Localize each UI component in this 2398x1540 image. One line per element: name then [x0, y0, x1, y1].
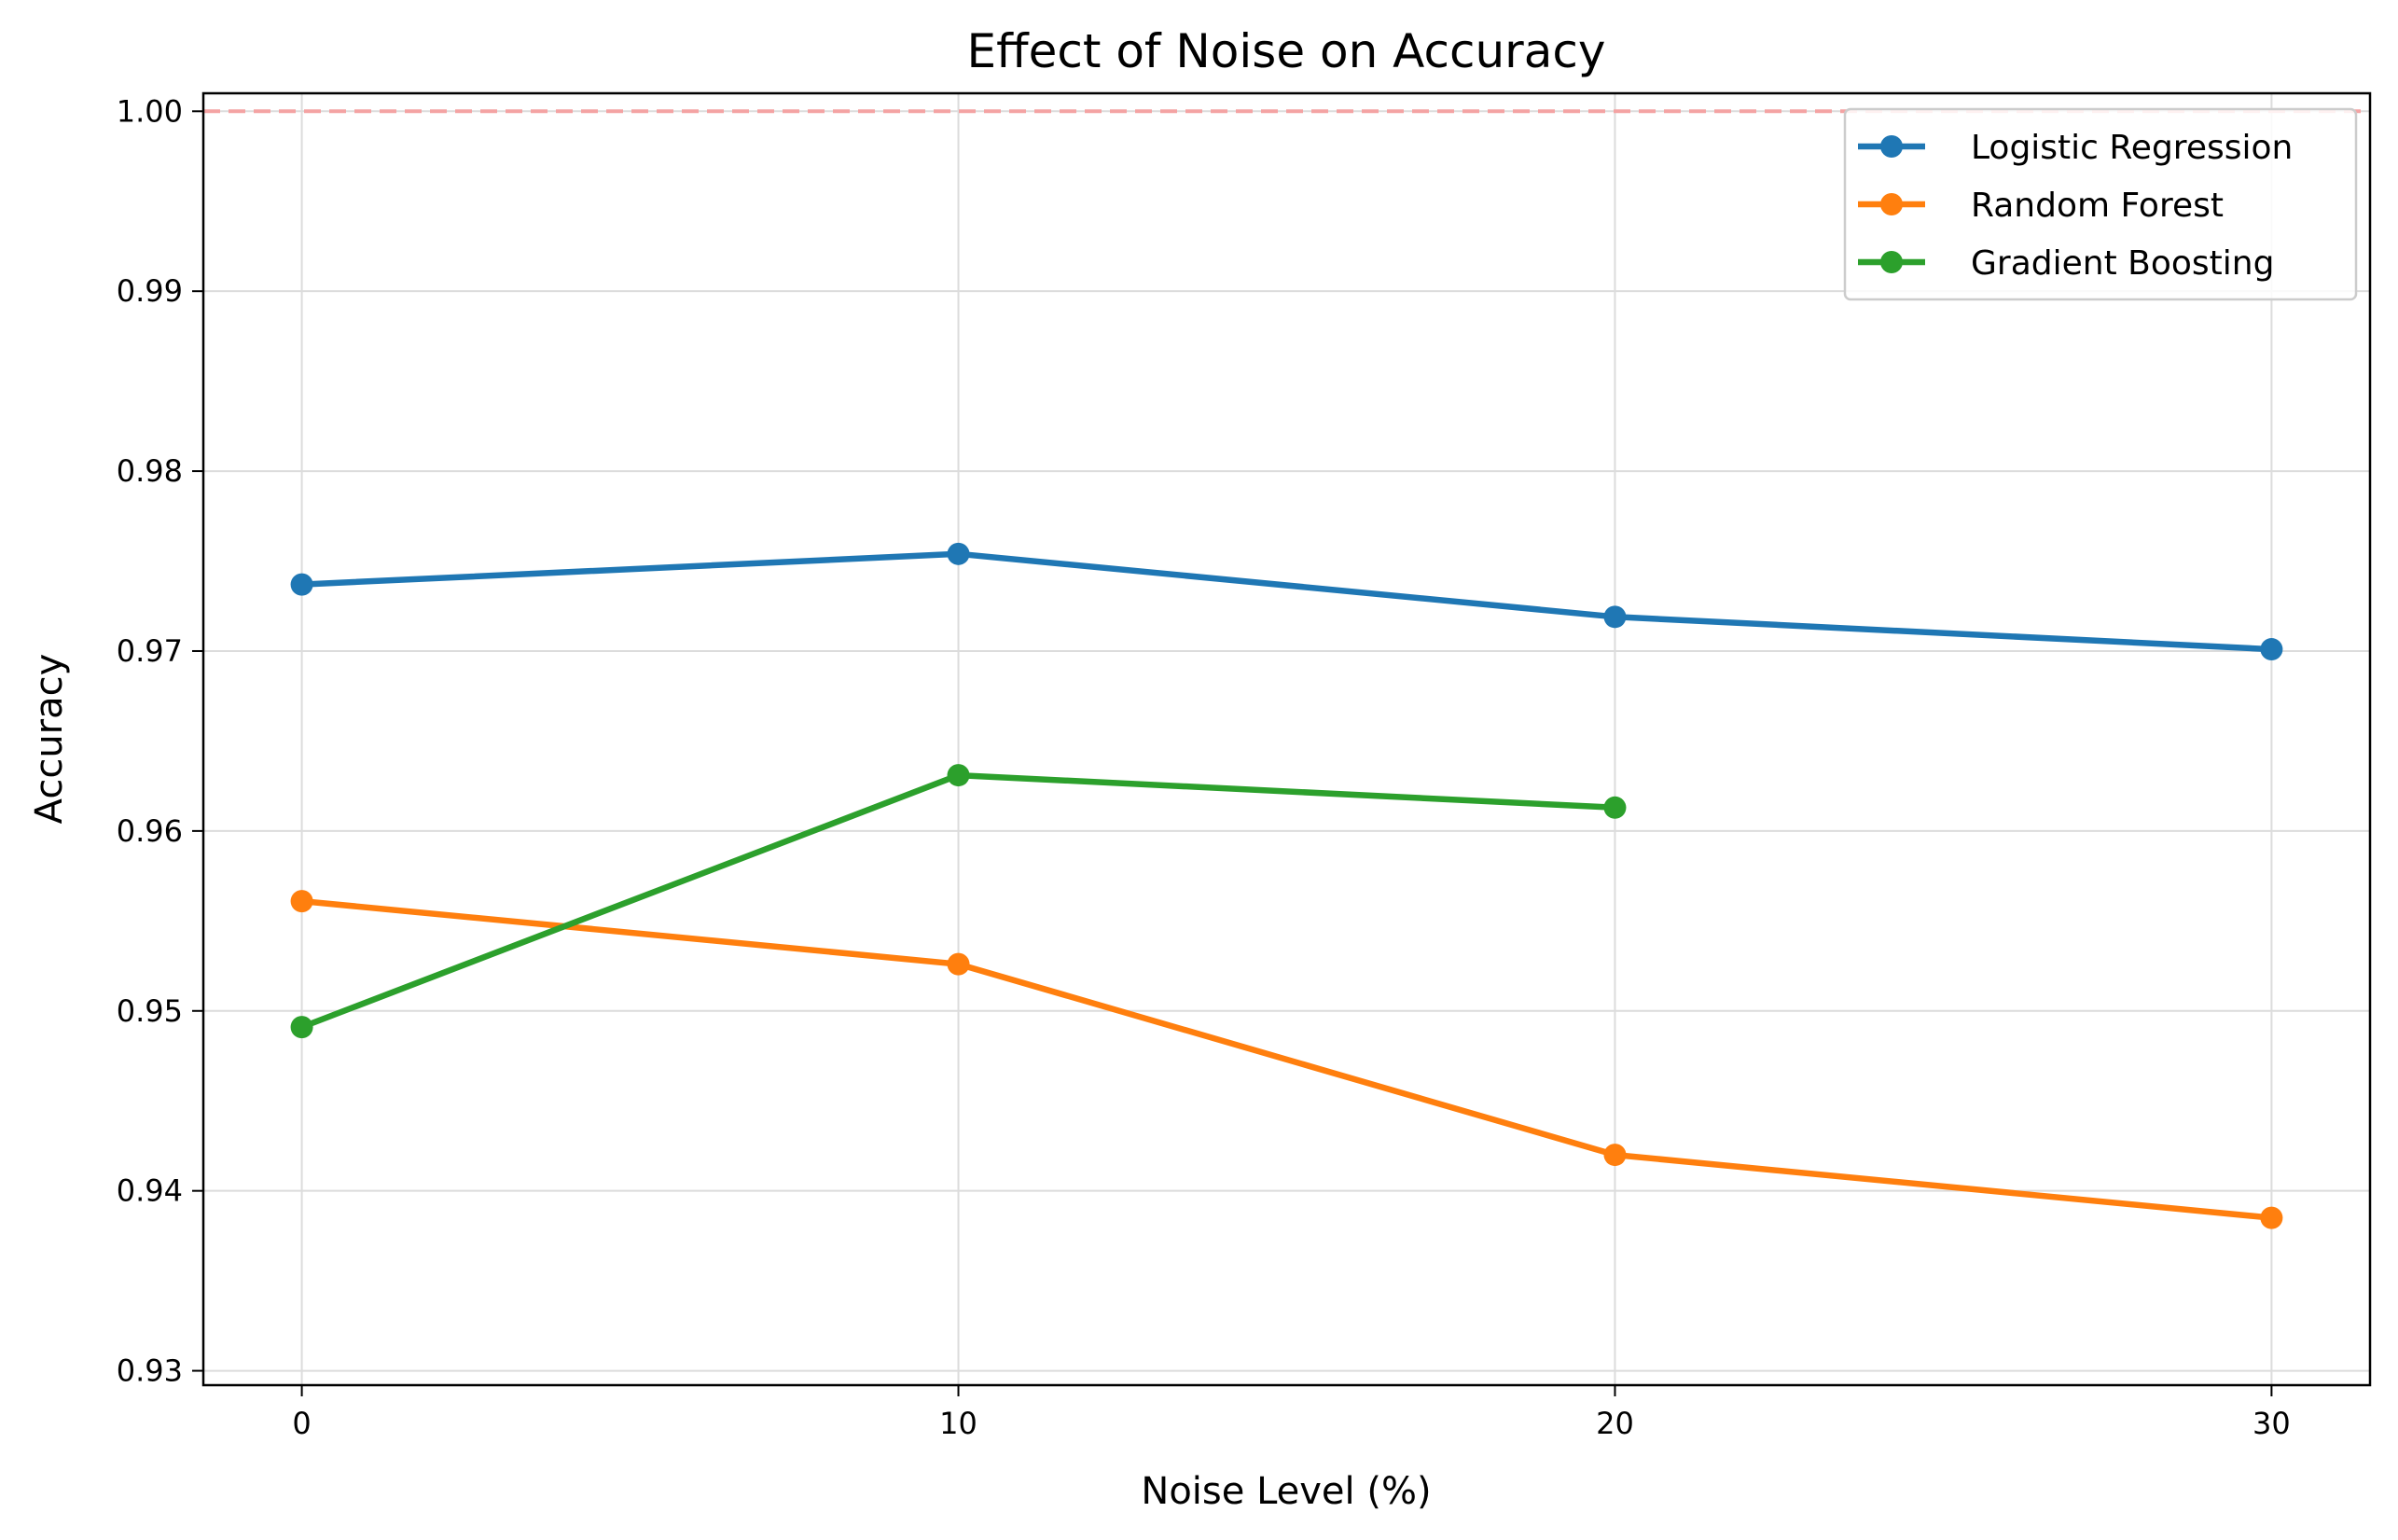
- data-point: [1603, 796, 1627, 819]
- plot-frame: [201, 91, 2372, 1387]
- y-tick-label: 0.99: [117, 273, 183, 309]
- data-point: [2260, 1206, 2283, 1229]
- data-point: [290, 890, 313, 913]
- y-tick-label: 0.96: [117, 813, 183, 849]
- legend-label: Gradient Boosting: [1971, 244, 2274, 283]
- x-tick-label: 10: [939, 1406, 977, 1441]
- data-point: [947, 764, 970, 787]
- legend-swatch-marker: [1880, 193, 1903, 215]
- data-point: [947, 952, 970, 976]
- data-point: [2260, 638, 2283, 661]
- legend-swatch-marker: [1880, 135, 1903, 158]
- y-tick-label: 0.95: [117, 993, 183, 1029]
- y-tick-label: 0.98: [117, 453, 183, 489]
- legend-label: Random Forest: [1971, 187, 2224, 225]
- x-tick-label: 30: [2252, 1406, 2291, 1441]
- series-line: [301, 550, 2272, 653]
- series-line: [301, 897, 2272, 1221]
- series-logistic-regression: [290, 542, 2283, 661]
- data-point: [1603, 605, 1627, 629]
- x-tick-label: 20: [1596, 1406, 1634, 1441]
- series-layer: [290, 542, 2283, 1229]
- y-axis-label: Accuracy: [28, 654, 71, 825]
- data-point: [947, 542, 970, 565]
- data-point: [290, 1016, 313, 1039]
- series-random-forest: [290, 890, 2283, 1229]
- y-tick-label: 0.94: [117, 1173, 183, 1209]
- series-gradient-boosting: [290, 764, 1627, 1039]
- legend-swatch-marker: [1880, 251, 1903, 273]
- axis-ticks: 0 10 20 30 0.93 0.94 0.95 0.96 0.97 0.98 0.99 1.00: [117, 93, 2291, 1441]
- data-point: [290, 573, 313, 596]
- chart-title: Effect of Noise on Accuracy: [967, 24, 1606, 78]
- x-axis-label: Noise Level (%): [1141, 1470, 1431, 1513]
- y-tick-label: 0.93: [117, 1353, 183, 1389]
- x-tick-label: 0: [292, 1406, 311, 1441]
- data-point: [1603, 1144, 1627, 1167]
- legend-box: [1843, 107, 2358, 301]
- legend: Logistic Regression Random Forest Gradient…: [1843, 107, 2358, 301]
- legend-label: Logistic Regression: [1971, 129, 2293, 167]
- y-tick-label: 1.00: [117, 93, 183, 129]
- y-tick-label: 0.97: [117, 633, 183, 669]
